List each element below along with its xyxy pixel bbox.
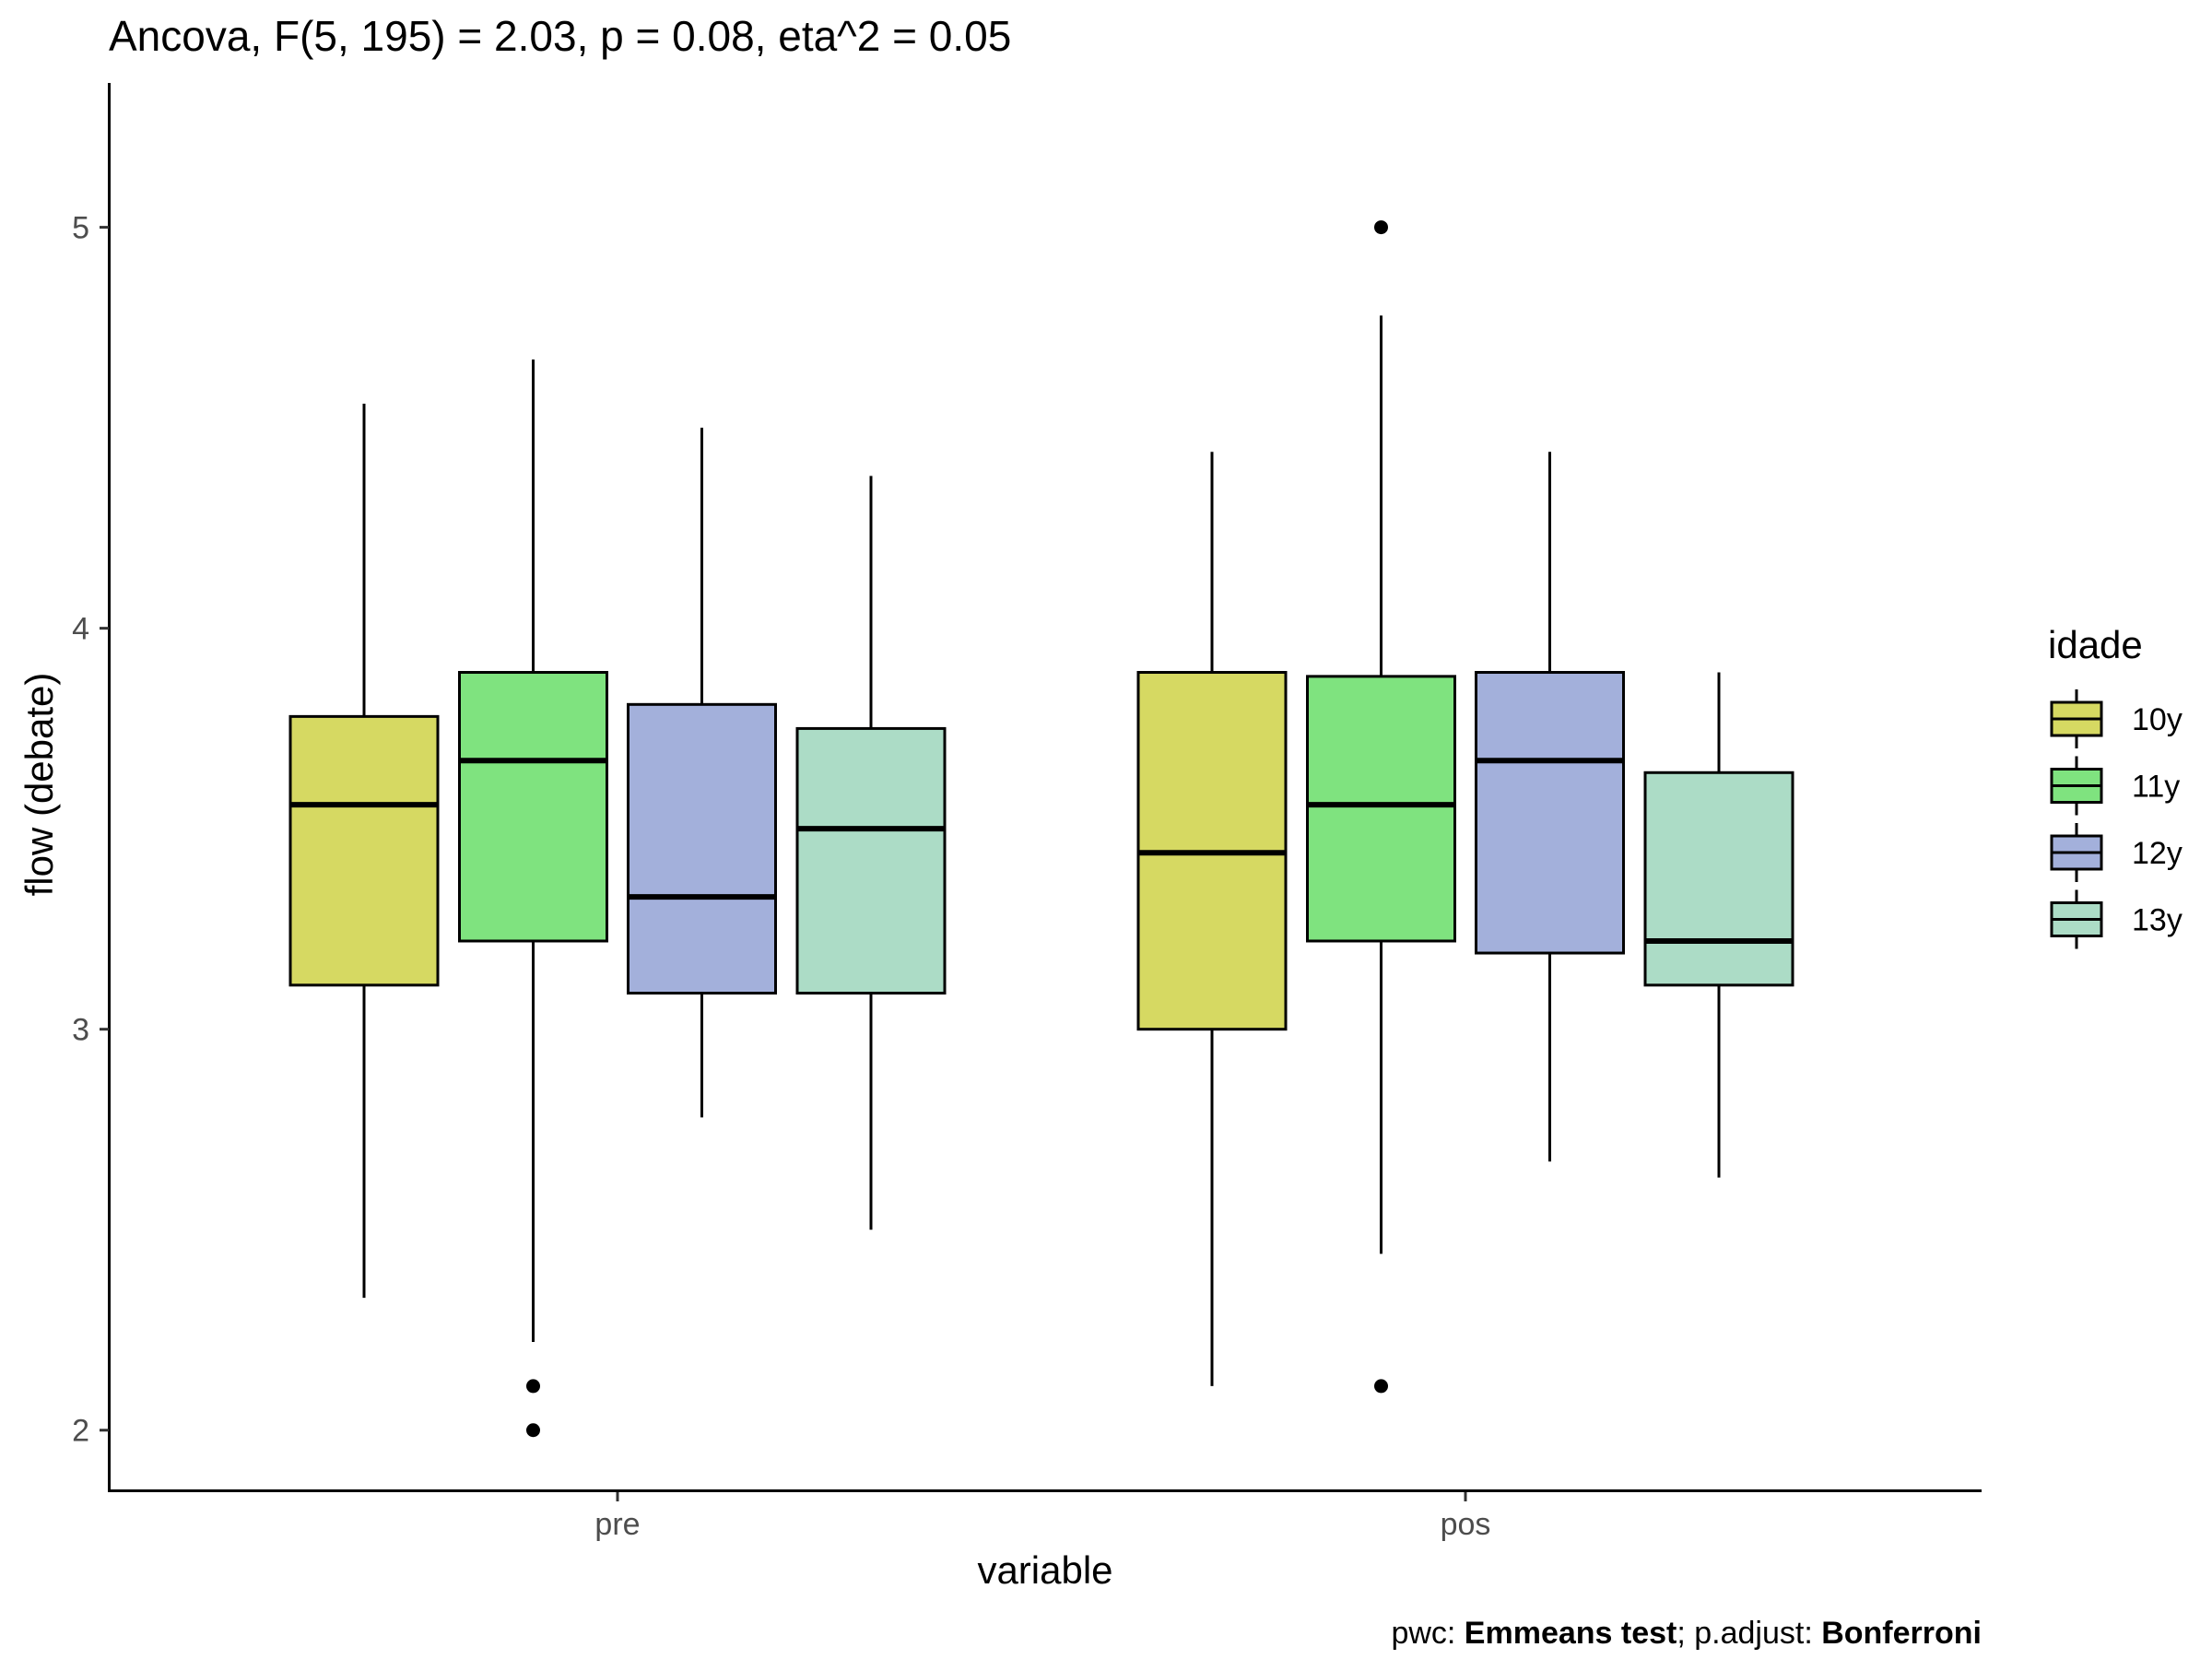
legend-key-13y: 13y [2050,889,2183,949]
box-13y-pos [1643,672,1794,1178]
x-axis-ticks: pre pos [594,1492,1490,1542]
legend: idade 10y 11y 12y 13y [2048,623,2183,949]
outlier-point [1374,220,1388,235]
legend-key-12y: 12y [2050,823,2183,882]
legend-keys: 10y 11y 12y 13y [2050,689,2183,949]
caption: pwc: Emmeans test; p.adjust: Bonferroni [1391,1616,1982,1651]
box-body [1306,675,1456,943]
y-tick-label: 2 [72,1414,89,1449]
legend-key-11y: 11y [2050,756,2180,816]
box-body [1475,671,1625,955]
legend-label: 13y [2132,903,2183,938]
x-tick-label-pos: pos [1441,1507,1491,1542]
box-body [795,726,947,995]
legend-key-10y: 10y [2050,689,2183,748]
outlier-point [526,1379,540,1394]
box-13y-pre [795,476,947,1230]
outlier-point [1374,1379,1388,1394]
box-body [458,671,608,943]
box-body [627,702,777,995]
y-tick-label: 4 [72,612,89,647]
y-tick-label: 5 [72,211,89,246]
legend-label: 12y [2132,836,2183,871]
caption-middle: ; p.adjust: [1677,1616,1821,1651]
legend-label: 11y [2132,770,2180,805]
box-body [1643,771,1794,987]
y-axis-ticks: 2 3 4 5 [72,211,109,1449]
outlier-point [526,1423,540,1438]
legend-title: idade [2048,623,2143,666]
box-11y-pos [1306,220,1456,1394]
caption-method: Emmeans test [1465,1616,1677,1651]
x-axis-title: variable [977,1548,1112,1592]
box-12y-pre [627,428,777,1118]
x-tick-label-pre: pre [594,1507,640,1542]
y-axis-title: flow (debate) [18,673,61,897]
plot-area [288,220,1794,1438]
caption-adjust: Bonferroni [1821,1616,1982,1651]
box-10y-pos [1136,452,1288,1386]
legend-label: 10y [2132,702,2183,737]
box-12y-pos [1475,452,1625,1162]
box-11y-pre [458,359,608,1438]
y-tick-label: 3 [72,1013,89,1048]
box-10y-pre [288,404,440,1299]
caption-prefix: pwc: [1391,1616,1464,1651]
chart-title: Ancova, F(5, 195) = 2.03, p = 0.08, eta^… [109,12,1011,60]
box-body [288,714,440,987]
